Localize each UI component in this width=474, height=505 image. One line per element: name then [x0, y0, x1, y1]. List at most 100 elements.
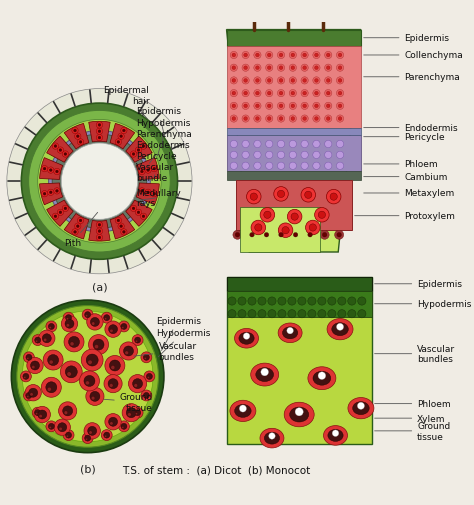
Circle shape [337, 103, 344, 110]
Circle shape [267, 67, 271, 70]
Circle shape [55, 190, 58, 193]
Circle shape [59, 427, 62, 431]
Circle shape [313, 152, 320, 159]
Circle shape [338, 297, 346, 306]
Circle shape [115, 218, 121, 224]
Circle shape [88, 427, 97, 435]
Circle shape [325, 152, 332, 159]
Circle shape [242, 65, 249, 72]
Circle shape [17, 306, 158, 447]
Circle shape [301, 116, 308, 123]
Circle shape [49, 427, 51, 429]
Circle shape [147, 377, 149, 379]
Circle shape [93, 339, 104, 350]
Circle shape [64, 208, 67, 210]
Circle shape [122, 130, 125, 133]
Circle shape [146, 374, 152, 380]
Circle shape [49, 191, 52, 194]
Circle shape [20, 371, 31, 382]
Circle shape [76, 135, 79, 138]
Circle shape [121, 324, 127, 330]
Circle shape [230, 163, 237, 170]
Circle shape [118, 224, 124, 230]
Circle shape [291, 92, 295, 96]
Circle shape [332, 430, 339, 437]
Circle shape [328, 297, 336, 306]
Text: Ground
tissue: Ground tissue [104, 392, 153, 412]
Circle shape [242, 163, 249, 170]
Circle shape [62, 206, 69, 212]
Circle shape [43, 350, 63, 370]
Bar [240, 207, 320, 252]
Circle shape [262, 231, 271, 240]
Circle shape [338, 67, 342, 70]
Circle shape [313, 141, 320, 148]
Circle shape [235, 233, 240, 237]
Circle shape [30, 361, 39, 370]
Circle shape [242, 116, 249, 123]
Circle shape [318, 297, 326, 306]
Circle shape [313, 103, 320, 110]
Ellipse shape [308, 367, 336, 390]
Circle shape [291, 54, 295, 58]
Circle shape [143, 355, 149, 361]
Circle shape [327, 54, 330, 58]
Circle shape [250, 193, 257, 201]
Circle shape [120, 225, 122, 228]
Circle shape [277, 78, 285, 85]
Bar [227, 30, 361, 47]
Circle shape [320, 12, 326, 17]
Ellipse shape [230, 400, 256, 422]
Circle shape [119, 342, 137, 361]
Circle shape [337, 324, 344, 331]
Polygon shape [46, 200, 73, 227]
Circle shape [315, 118, 318, 121]
Circle shape [82, 433, 93, 444]
Circle shape [301, 90, 308, 97]
Bar [227, 277, 372, 444]
Circle shape [313, 78, 320, 85]
Circle shape [232, 67, 236, 70]
Ellipse shape [251, 364, 279, 386]
Circle shape [108, 379, 118, 389]
Bar [227, 136, 361, 172]
Circle shape [325, 163, 332, 170]
Circle shape [232, 54, 236, 58]
Circle shape [255, 54, 259, 58]
Circle shape [313, 90, 320, 97]
Circle shape [244, 54, 247, 58]
Circle shape [313, 65, 320, 72]
Circle shape [248, 297, 256, 306]
Circle shape [230, 90, 237, 97]
Circle shape [244, 67, 247, 70]
Circle shape [96, 135, 103, 141]
Circle shape [327, 105, 330, 109]
Circle shape [74, 134, 81, 140]
Circle shape [73, 231, 76, 234]
Circle shape [265, 163, 273, 170]
Circle shape [26, 355, 32, 361]
Circle shape [258, 297, 266, 306]
Circle shape [143, 393, 149, 398]
Circle shape [230, 78, 237, 85]
Circle shape [73, 130, 76, 133]
Circle shape [267, 79, 271, 83]
Text: Xylem: Xylem [374, 414, 446, 423]
Circle shape [330, 193, 337, 201]
Circle shape [89, 335, 109, 355]
Circle shape [251, 221, 265, 235]
Circle shape [133, 379, 143, 389]
Polygon shape [64, 124, 89, 149]
Circle shape [337, 90, 344, 97]
Circle shape [69, 337, 80, 347]
Circle shape [244, 118, 247, 121]
Circle shape [243, 333, 250, 340]
Ellipse shape [264, 432, 280, 444]
Circle shape [357, 402, 365, 410]
Text: Collenchyma: Collenchyma [364, 52, 463, 61]
Circle shape [128, 413, 131, 417]
Circle shape [327, 118, 330, 121]
Circle shape [28, 388, 37, 397]
Circle shape [276, 231, 285, 240]
Circle shape [279, 233, 283, 237]
